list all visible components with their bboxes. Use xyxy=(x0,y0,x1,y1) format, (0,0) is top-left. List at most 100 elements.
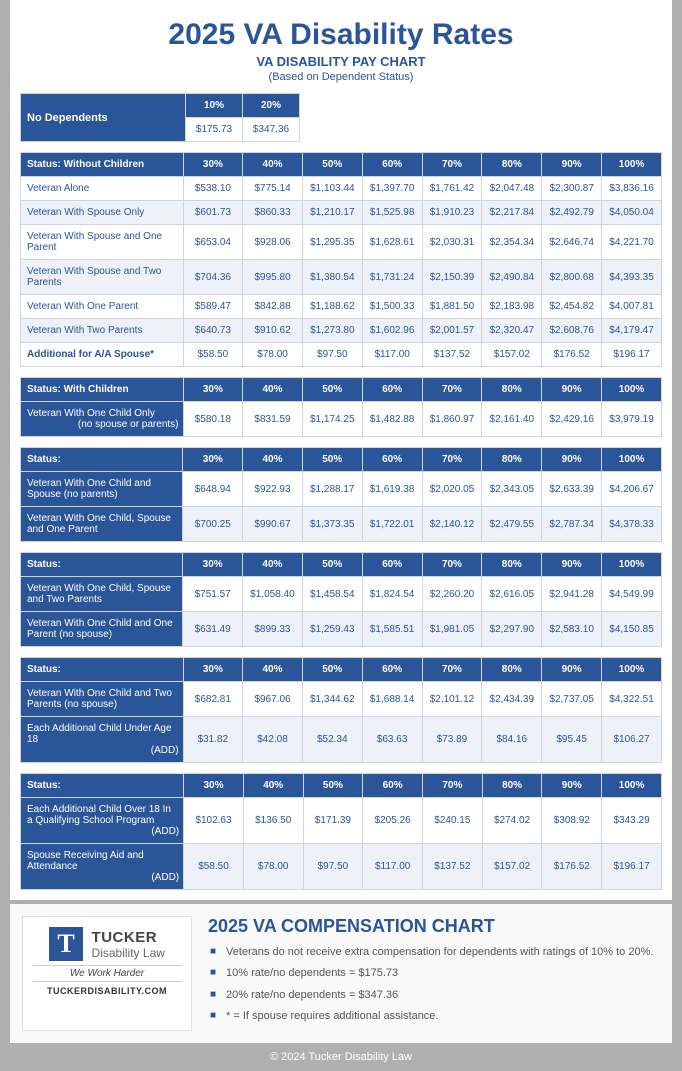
rate-value: $102.63 xyxy=(184,798,244,844)
pct-header: 90% xyxy=(542,448,602,472)
footer-bullet: 20% rate/no dependents = $347.36 xyxy=(208,988,660,1003)
rate-value: $3,979.19 xyxy=(602,402,662,437)
rate-value: $117.00 xyxy=(362,343,422,367)
footer-text: 2025 VA COMPENSATION CHART Veterans do n… xyxy=(208,916,660,1031)
row-label: Veteran With One Child and Two Parents (… xyxy=(21,682,184,717)
rate-value: $990.67 xyxy=(243,507,303,542)
rate-value: $274.02 xyxy=(482,798,542,844)
rates-table: Status:30%40%50%60%70%80%90%100%Veteran … xyxy=(20,552,662,647)
row-label: Veteran Alone xyxy=(21,177,184,201)
pct-header: 60% xyxy=(362,448,422,472)
row-label: Additional for A/A Spouse* xyxy=(21,343,184,367)
pct-header: 100% xyxy=(602,774,662,798)
pct-header: 30% xyxy=(183,553,243,577)
rate-value: $2,787.34 xyxy=(542,507,602,542)
rate-value: $1,273.80 xyxy=(302,319,362,343)
rate-value: $2,646.74 xyxy=(542,225,602,260)
row-label: Veteran With One Child and One Parent (n… xyxy=(21,612,183,647)
rate-value: $1,731.24 xyxy=(362,260,422,295)
footer-bullet: * = If spouse requires additional assist… xyxy=(208,1009,660,1024)
pct-header: 90% xyxy=(542,378,602,402)
row-label: Veteran With Two Parents xyxy=(21,319,184,343)
rate-value: $31.82 xyxy=(183,717,243,763)
pct-header: 70% xyxy=(422,553,482,577)
pct-header: 40% xyxy=(243,448,303,472)
rate-value: $4,007.81 xyxy=(602,295,662,319)
rate-value: $1,458.54 xyxy=(302,577,362,612)
rate-value: $601.73 xyxy=(183,201,243,225)
footer: T TUCKER Disability Law We Work Harder T… xyxy=(10,900,672,1043)
rate-value: $653.04 xyxy=(183,225,243,260)
rate-value: $751.57 xyxy=(183,577,243,612)
rate-value: $1,373.35 xyxy=(302,507,362,542)
rate-value: $2,020.05 xyxy=(422,472,482,507)
rate-value: $176.52 xyxy=(542,844,602,890)
pct-header: 50% xyxy=(302,658,362,682)
row-label: Veteran With One Parent xyxy=(21,295,184,319)
rate-value: $2,454.82 xyxy=(542,295,602,319)
footer-title: 2025 VA COMPENSATION CHART xyxy=(208,916,660,937)
rate-value: $78.00 xyxy=(243,844,303,890)
rate-value: $910.62 xyxy=(243,319,303,343)
rate-value: $97.50 xyxy=(302,343,362,367)
section-header-label: Status: xyxy=(21,658,184,682)
rate-value: $831.59 xyxy=(243,402,303,437)
rate-value: $589.47 xyxy=(183,295,243,319)
pct-header: 60% xyxy=(362,378,422,402)
pct-header: 80% xyxy=(482,448,542,472)
rate-value: $775.14 xyxy=(243,177,303,201)
rate-value: $928.06 xyxy=(243,225,303,260)
rate-value: $4,378.33 xyxy=(602,507,662,542)
logo-slogan: We Work Harder xyxy=(33,965,181,982)
pct-header: 70% xyxy=(422,153,482,177)
row-label: Veteran With Spouse and Two Parents xyxy=(21,260,184,295)
rate-value: $2,150.39 xyxy=(422,260,482,295)
rate-value: $117.00 xyxy=(363,844,423,890)
rate-value: $1,058.40 xyxy=(243,577,303,612)
pct-header: 80% xyxy=(482,658,542,682)
rate-value: $1,288.17 xyxy=(302,472,362,507)
rate-value: $2,320.47 xyxy=(482,319,542,343)
pct-header: 50% xyxy=(302,378,362,402)
row-label: Veteran With One Child, Spouse and Two P… xyxy=(21,577,183,612)
pct-header: 40% xyxy=(243,553,303,577)
rate-value: $308.92 xyxy=(542,798,602,844)
row-label: Veteran With One Child, Spouse and One P… xyxy=(21,507,183,542)
rate-value: $4,393.35 xyxy=(602,260,662,295)
rate-value: $1,981.05 xyxy=(422,612,482,647)
rate-value: $1,688.14 xyxy=(362,682,422,717)
pct-header: 90% xyxy=(542,658,602,682)
pct-header: 30% xyxy=(183,658,243,682)
rate-value: $1,722.01 xyxy=(362,507,422,542)
rate-value: $682.81 xyxy=(183,682,243,717)
rate-value: $2,140.12 xyxy=(422,507,482,542)
rate-value: $1,860.97 xyxy=(422,402,482,437)
pct-header: 80% xyxy=(482,378,542,402)
rate-value: $4,050.04 xyxy=(602,201,662,225)
pct-header: 100% xyxy=(602,153,662,177)
rate-value: $2,354.34 xyxy=(482,225,542,260)
col-10pct: 10% xyxy=(186,94,243,118)
footer-bullets: Veterans do not receive extra compensati… xyxy=(208,945,660,1025)
rate-value: $648.94 xyxy=(183,472,243,507)
rate-value: $1,482.88 xyxy=(362,402,422,437)
rate-value: $95.45 xyxy=(542,717,602,763)
rate-value: $2,941.28 xyxy=(542,577,602,612)
logo-box: T TUCKER Disability Law We Work Harder T… xyxy=(22,916,192,1031)
rate-value: $538.10 xyxy=(183,177,243,201)
rate-value: $2,616.05 xyxy=(482,577,542,612)
pct-header: 30% xyxy=(183,153,243,177)
rates-table: Status: Without Children30%40%50%60%70%8… xyxy=(20,152,662,367)
pct-header: 60% xyxy=(362,658,422,682)
rate-value: $157.02 xyxy=(482,343,542,367)
subtitle-2: (Based on Dependent Status) xyxy=(20,71,662,83)
rate-value: $171.39 xyxy=(303,798,363,844)
rate-value: $899.33 xyxy=(243,612,303,647)
pct-header: 60% xyxy=(362,153,422,177)
rate-value: $1,210.17 xyxy=(302,201,362,225)
rate-value: $137.52 xyxy=(423,844,483,890)
rate-value: $196.17 xyxy=(602,343,662,367)
rate-value: $4,221.70 xyxy=(602,225,662,260)
pct-header: 90% xyxy=(542,774,602,798)
no-dep-label: No Dependents xyxy=(21,94,186,142)
